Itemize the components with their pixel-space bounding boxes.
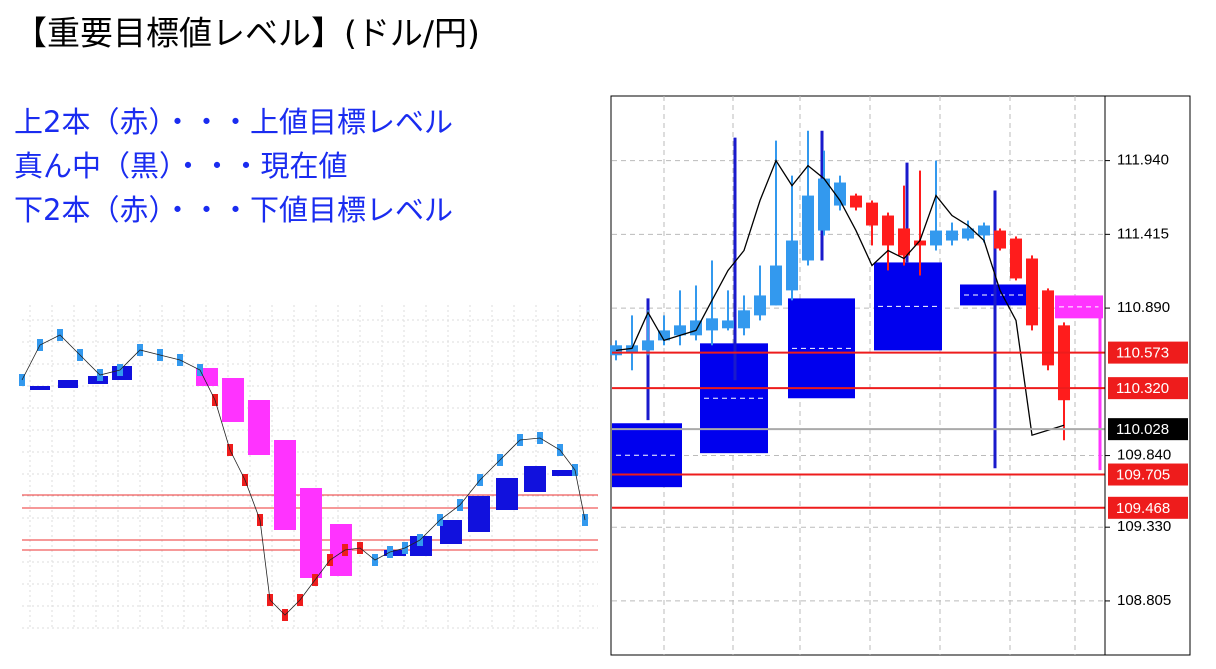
candle-body [1042, 290, 1054, 366]
candle-body [850, 195, 862, 208]
mini-line [21, 334, 586, 616]
candle-body [962, 228, 974, 239]
mini-box [496, 478, 518, 510]
y-tick-label: 108.805 [1117, 592, 1171, 609]
mini-box [30, 386, 50, 390]
candle-body [1010, 238, 1022, 279]
candle-body [978, 225, 990, 236]
y-tick-label: 109.840 [1117, 447, 1171, 464]
note: 真ん中（黒）・・・現在値 [14, 149, 348, 183]
candle-body [770, 265, 782, 306]
y-tick-label: 111.415 [1117, 225, 1169, 242]
mini-box [468, 496, 490, 532]
candle-body [818, 178, 830, 231]
mini-box [440, 520, 462, 544]
note: 上2本（赤）・・・上値目標レベル [14, 105, 453, 139]
candle-body [722, 320, 734, 329]
candle-body [786, 240, 798, 291]
level-label: 110.320 [1116, 380, 1169, 397]
mini-box [552, 470, 574, 476]
level-label-bg [1108, 377, 1188, 400]
level-label-bg [1108, 496, 1188, 519]
candle-body [658, 330, 670, 341]
mini-box [384, 550, 406, 556]
candle-body [754, 295, 766, 316]
level-label: 110.028 [1116, 421, 1169, 438]
mini-box [300, 488, 322, 578]
mini-box [274, 440, 296, 530]
level-label-bg [1108, 418, 1188, 441]
level-label-bg [1108, 463, 1188, 486]
plot-frame [610, 95, 1191, 656]
title: 【重要目標値レベル】(ドル/円) [14, 14, 480, 53]
thumbnail-chart [19, 305, 598, 630]
level-label: 109.705 [1116, 466, 1170, 483]
level-label-bg [1108, 341, 1188, 364]
price-line [615, 159, 1065, 437]
price-chart: 111.940 111.415 110.890 109.840 109.330 108.8… [610, 95, 1191, 656]
candle-body [802, 195, 814, 261]
candle-body [866, 202, 878, 226]
candle-body [898, 228, 910, 256]
candle-body [1026, 258, 1038, 326]
mini-box [330, 524, 352, 576]
mini-box [524, 466, 546, 492]
mini-box [248, 400, 270, 455]
candle-body [674, 325, 686, 336]
candle-body [738, 310, 750, 329]
y-tick-label: 110.890 [1117, 299, 1170, 316]
level-label: 110.573 [1116, 345, 1169, 362]
y-tick-label: 111.940 [1117, 152, 1169, 169]
note: 下2本（赤）・・・下値目標レベル [14, 193, 453, 227]
candle-body [914, 240, 926, 246]
candle-body [882, 215, 894, 246]
candle-body [834, 182, 846, 206]
candle-body [930, 230, 942, 246]
candle-body [706, 318, 718, 331]
y-tick-label: 109.330 [1117, 518, 1171, 535]
candle-body [642, 340, 654, 351]
level-label: 109.468 [1116, 500, 1170, 517]
mini-box [58, 380, 78, 388]
candle-body [1058, 325, 1070, 401]
candle-body [994, 230, 1006, 249]
candle-body [946, 230, 958, 241]
mini-box [222, 378, 244, 422]
